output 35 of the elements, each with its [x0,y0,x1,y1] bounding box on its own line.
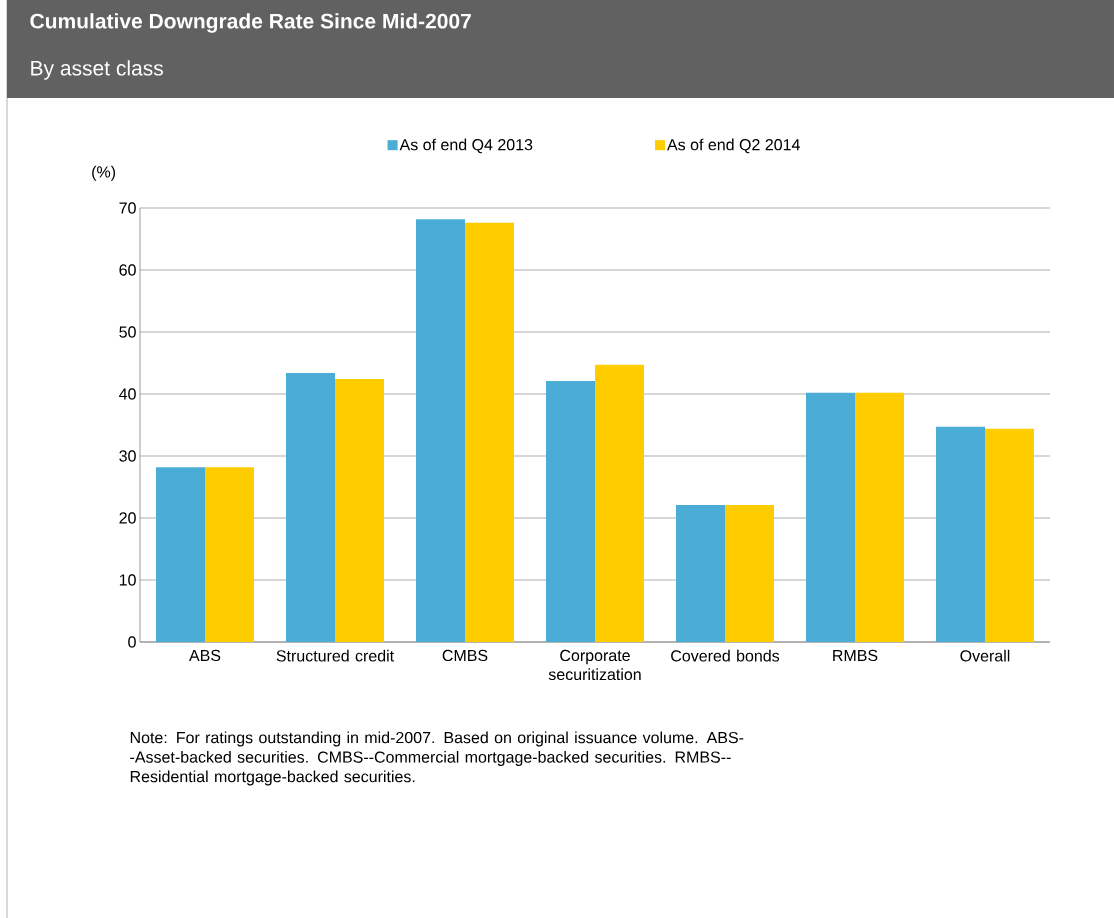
x-tick-label: ABS [189,649,221,662]
legend-label: As of end Q2 2014 [667,138,800,154]
bar [546,380,595,642]
bar [806,392,855,642]
bar [985,428,1034,642]
y-tick-label: 10 [119,574,136,586]
bar [416,219,465,642]
bar [595,364,644,642]
x-tick-label: Structured credit [276,649,394,662]
y-tick-label: 0 [128,636,136,648]
bar [676,504,725,642]
y-tick-label: 30 [119,450,136,462]
y-tick-label: 50 [119,326,136,338]
chart-subtitle: By asset class [31,60,163,80]
bar [335,379,384,642]
chart-title: Cumulative Downgrade Rate Since Mid-2007 [30,13,471,33]
y-tick-label: 40 [119,388,136,400]
legend-label: As of end Q4 2013 [399,138,533,154]
y-tick-label: 60 [119,264,136,276]
bar [855,392,904,642]
bar [205,467,254,642]
x-tick-label: Corporate securitization [548,649,641,681]
x-tick-label: Overall [960,649,1010,662]
x-tick-label: Covered bonds [671,649,780,662]
x-tick-label: CMBS [442,649,488,662]
bar [725,504,774,642]
text: Note: For ratings outstanding in mid-2007. Based on original issuance volume. ABS--Asset-backed securities. CMBS--Commercial mortgage-backed securities. RMBS--Residential mortgage-backed securities. [130,731,744,786]
bar [156,467,206,642]
y-axis-title: (%) [92,165,116,181]
bar [465,222,514,642]
y-tick-label: 70 [119,202,136,214]
y-tick-label: 20 [119,512,136,524]
bar [935,426,985,642]
x-tick-label: RMBS [833,649,878,662]
bar [286,372,335,642]
